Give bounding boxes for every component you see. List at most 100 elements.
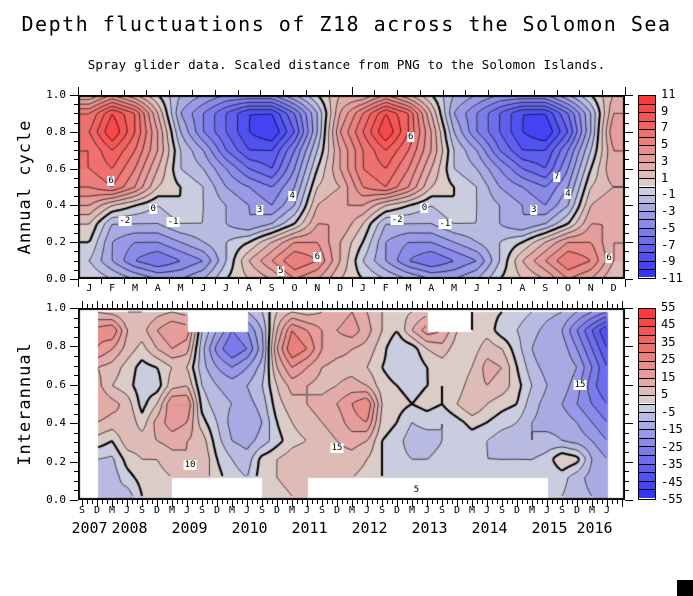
axis-tick [625,500,633,501]
axis-tick [397,279,399,284]
axis-tick [117,304,118,308]
axis-tick [191,90,193,95]
axis-tick [100,279,102,284]
axis-tick [137,500,138,504]
colorbar-cell [639,412,655,421]
axis-tick [625,452,629,453]
axis-tick [260,90,262,95]
axis-tick [152,304,153,308]
axis-tick [374,279,376,284]
axis-tick [625,279,633,280]
colorbar-cell [639,309,655,318]
month-label: S [378,505,386,516]
colorbar-tick-label: -3 [661,204,676,219]
axis-tick [70,242,78,244]
axis-tick [432,304,433,308]
axis-tick [465,90,467,95]
colorbar-cell [639,128,655,138]
axis-tick [351,279,353,287]
axis-tick [402,500,403,504]
axis-tick [362,304,363,308]
axis-tick [457,500,458,507]
colorbar-tick-label: 55 [661,300,676,314]
axis-tick [387,304,388,308]
axis-tick [557,304,558,308]
axis-tick [552,304,553,308]
axis-tick [257,500,258,504]
axis-tick [607,500,608,507]
colorbar-tick-label: -15 [661,422,683,437]
axis-tick [487,301,488,308]
axis-tick [625,336,629,338]
axis-tick [532,500,533,507]
axis-tick [342,500,343,504]
axis-tick [232,301,233,308]
contour-label: 7 [552,171,561,182]
axis-tick [74,490,78,492]
colorbar-tick-label: -5 [661,220,676,235]
axis-tick [272,500,273,504]
axis-tick [422,304,423,308]
month-label: S [138,505,146,516]
month-label: D [153,505,161,516]
ytick-label: 0.6 [46,377,66,391]
axis-tick [107,304,108,308]
colorbar-cell [639,455,655,464]
axis-tick [625,432,629,434]
axis-tick [307,301,308,308]
axis-tick [147,500,148,504]
axis-tick [317,304,318,308]
colorbar-cell [639,403,655,413]
month-label: M [108,505,116,516]
axis-tick [511,279,513,284]
year-label: 2007 [71,519,108,537]
axis-tick [617,500,618,504]
axis-tick [625,413,629,415]
axis-tick [70,95,78,96]
axis-tick [625,95,633,96]
colorbar-tick-label: -9 [661,254,676,269]
axis-tick [625,131,633,133]
annual-cycle-colorbar [638,95,656,279]
axis-tick [625,104,629,106]
month-label: J [223,283,230,294]
axis-tick [92,500,93,504]
axis-tick [625,423,633,425]
axis-tick [242,500,243,504]
month-label: J [543,505,551,516]
colorbar-cell [639,211,655,220]
axis-tick [214,90,216,95]
axis-tick [572,500,573,504]
axis-tick [625,461,633,463]
axis-tick [87,500,88,504]
ytick-label: 1.0 [46,88,66,101]
axis-tick [587,500,588,504]
axis-tick [146,279,148,284]
axis-tick [437,500,438,504]
contour-label: -1 [166,216,180,227]
axis-tick [497,500,498,504]
axis-tick [417,500,418,504]
axis-tick [260,279,262,284]
year-label: 2010 [231,519,268,537]
axis-tick [162,304,163,308]
axis-tick [74,122,78,124]
month-label: M [177,283,184,294]
axis-tick [625,168,633,170]
axis-tick [467,304,468,308]
axis-tick [377,500,378,504]
colorbar-cell [639,394,655,404]
axis-tick [74,141,78,142]
axis-tick [277,500,278,507]
month-label: M [288,505,296,516]
axis-tick [412,500,413,507]
axis-tick [312,304,313,308]
axis-tick [322,500,323,507]
axis-tick [625,327,629,329]
axis-tick [625,404,629,405]
contour-label: 6 [107,176,115,187]
axis-tick [502,301,503,308]
colorbar-cell [639,104,655,113]
month-label: F [382,283,389,294]
axis-tick [427,500,428,507]
